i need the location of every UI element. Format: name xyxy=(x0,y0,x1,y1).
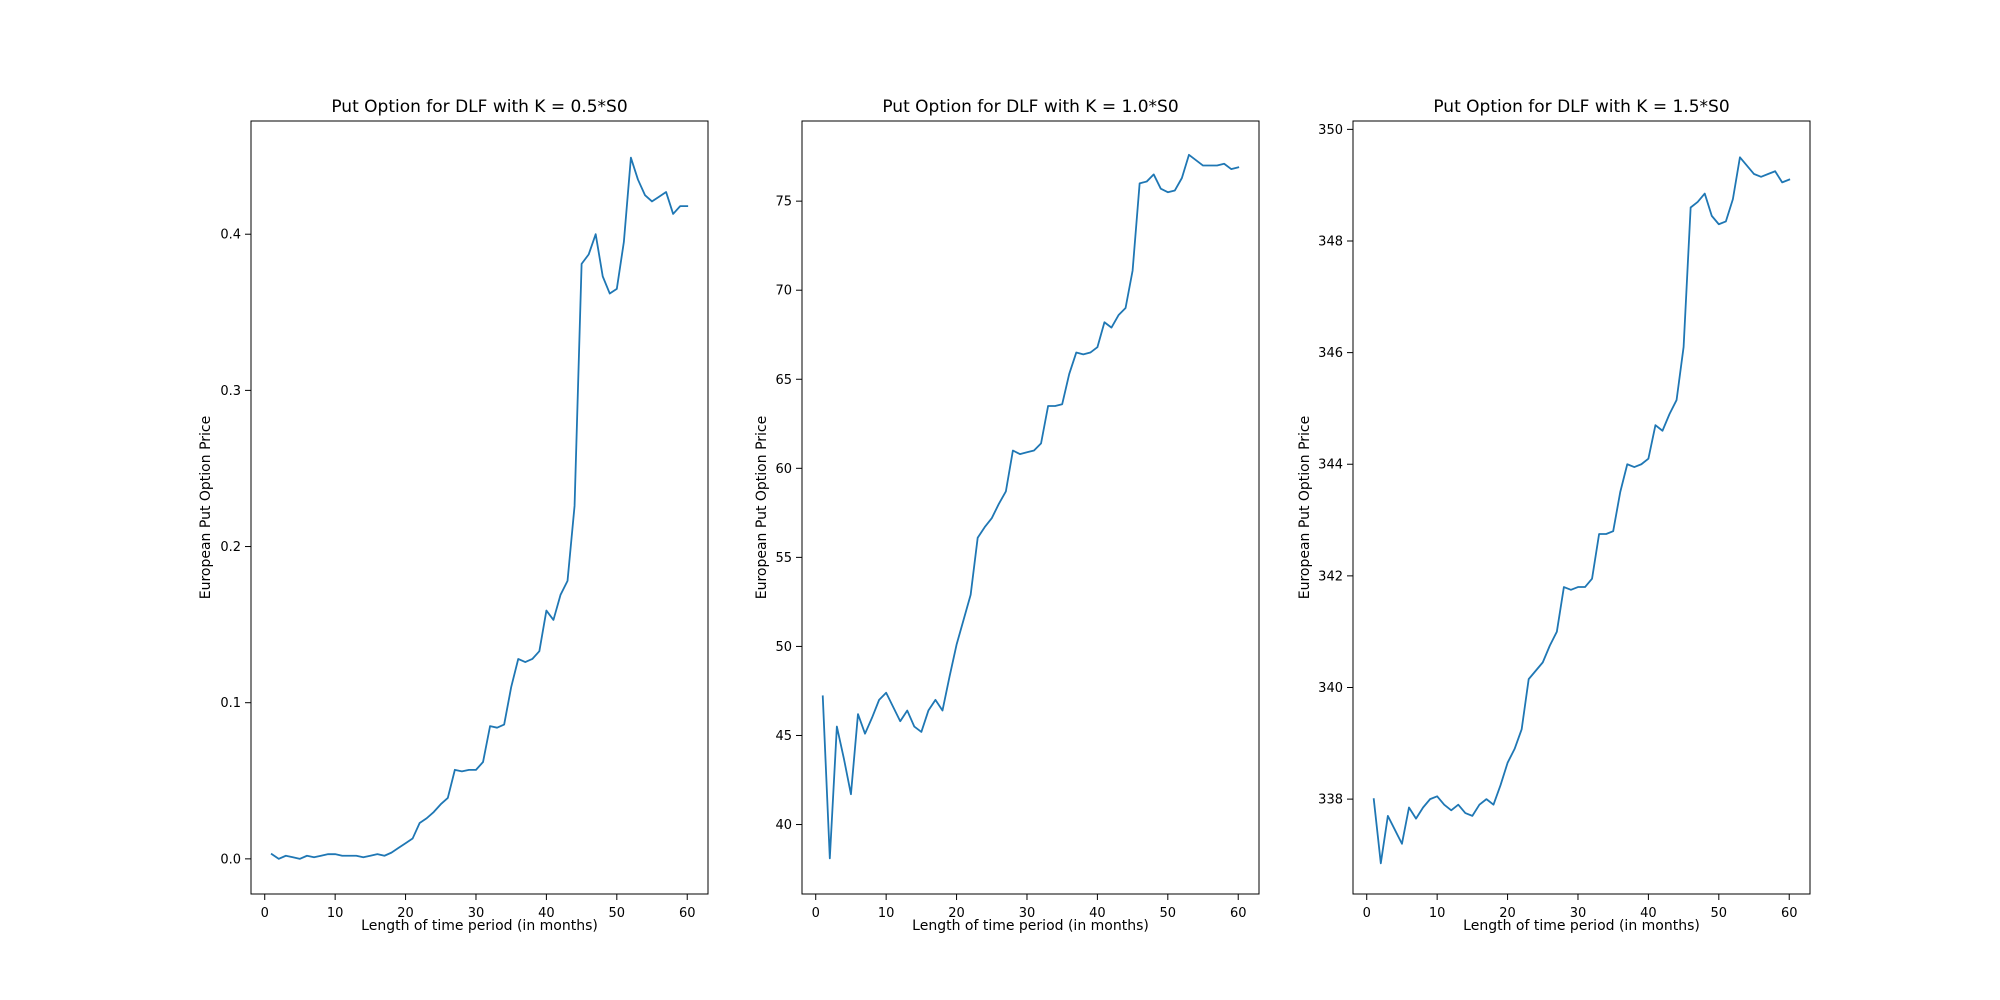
subplot-2-ticks: 0 10 20 30 40 50 60 40 45 50 55 60 65 70 75 xyxy=(775,195,1246,921)
subplot-1-xlabel: Length of time period (in months) xyxy=(361,918,598,934)
subplot-3-xtick-label: 20 xyxy=(1499,906,1516,921)
subplot-2-xtick-label: 60 xyxy=(1230,906,1247,921)
subplot-3-xtick-label: 60 xyxy=(1781,906,1798,921)
subplot-1-ytick-label: 0.0 xyxy=(220,852,241,867)
subplot-2-xtick-label: 40 xyxy=(1089,906,1106,921)
subplot-2-ytick-label: 70 xyxy=(775,284,792,299)
subplot-2-ytick-label: 60 xyxy=(775,462,792,477)
subplot-3-ticks: 0 10 20 30 40 50 60 338 340 342 344 346 348 350 xyxy=(1318,123,1797,921)
subplot-1-xtick-label: 50 xyxy=(609,906,626,921)
subplot-1-ytick-label: 0.3 xyxy=(220,384,241,399)
subplot-1-frame xyxy=(250,120,709,895)
subplot-2-ytick-label: 50 xyxy=(775,640,792,655)
subplot-2-frame xyxy=(801,120,1260,895)
subplot-1-ylabel: European Put Option Price xyxy=(198,416,214,599)
subplot-1: Put Option for DLF with K = 0.5*S0 Lengt… xyxy=(198,97,709,934)
subplot-3-ytick-label: 340 xyxy=(1318,681,1343,696)
subplot-3: Put Option for DLF with K = 1.5*S0 Lengt… xyxy=(1297,97,1811,934)
subplot-3-xtick-label: 40 xyxy=(1640,906,1657,921)
subplot-3-ytick-label: 346 xyxy=(1318,346,1343,361)
subplot-1-xtick-label: 20 xyxy=(397,906,414,921)
subplot-2-title: Put Option for DLF with K = 1.0*S0 xyxy=(882,97,1178,117)
subplot-2: Put Option for DLF with K = 1.0*S0 Lengt… xyxy=(754,97,1260,934)
subplot-3-xtick-label: 50 xyxy=(1711,906,1728,921)
subplot-3-ytick-label: 350 xyxy=(1318,123,1343,138)
subplot-1-ytick-label: 0.1 xyxy=(220,696,241,711)
subplot-3-xlabel: Length of time period (in months) xyxy=(1463,918,1700,934)
subplot-1-xtick-label: 40 xyxy=(538,906,555,921)
subplot-3-ytick-label: 348 xyxy=(1318,234,1343,249)
subplot-3-ytick-label: 338 xyxy=(1318,793,1343,808)
subplot-1-xtick-label: 60 xyxy=(679,906,696,921)
subplot-2-xtick-label: 20 xyxy=(948,906,965,921)
subplot-2-xtick-label: 30 xyxy=(1019,906,1036,921)
subplot-2-series-line xyxy=(821,153,1240,860)
subplot-2-xtick-label: 0 xyxy=(812,906,820,921)
subplot-1-title: Put Option for DLF with K = 0.5*S0 xyxy=(331,97,627,117)
subplot-1-xtick-label: 10 xyxy=(327,906,344,921)
subplot-1-xtick-label: 30 xyxy=(468,906,485,921)
subplot-1-series-line xyxy=(270,156,689,860)
subplot-2-xtick-label: 50 xyxy=(1160,906,1177,921)
subplot-2-ytick-label: 55 xyxy=(775,551,792,566)
subplot-2-ytick-label: 65 xyxy=(775,373,792,388)
subplot-3-xtick-label: 10 xyxy=(1429,906,1446,921)
subplot-1-ticks: 0 10 20 30 40 50 60 0.0 0.1 0.2 0.3 0.4 xyxy=(220,228,695,921)
subplot-2-ylabel: European Put Option Price xyxy=(754,416,770,599)
subplot-3-ytick-label: 344 xyxy=(1318,458,1343,473)
subplot-1-xtick-label: 0 xyxy=(261,906,269,921)
subplot-1-ytick-label: 0.4 xyxy=(220,228,241,243)
subplot-2-ytick-label: 75 xyxy=(775,195,792,210)
subplot-3-ytick-label: 342 xyxy=(1318,569,1343,584)
subplot-2-ytick-label: 40 xyxy=(775,818,792,833)
subplot-3-xtick-label: 0 xyxy=(1363,906,1371,921)
subplot-3-series-line xyxy=(1372,156,1791,865)
subplot-1-ytick-label: 0.2 xyxy=(220,540,241,555)
subplot-3-frame xyxy=(1352,120,1811,895)
subplot-2-ytick-label: 45 xyxy=(775,729,792,744)
subplot-2-xlabel: Length of time period (in months) xyxy=(912,918,1149,934)
subplot-3-title: Put Option for DLF with K = 1.5*S0 xyxy=(1433,97,1729,117)
subplot-2-xtick-label: 10 xyxy=(878,906,895,921)
subplot-3-ylabel: European Put Option Price xyxy=(1297,416,1313,599)
subplot-3-xtick-label: 30 xyxy=(1570,906,1587,921)
